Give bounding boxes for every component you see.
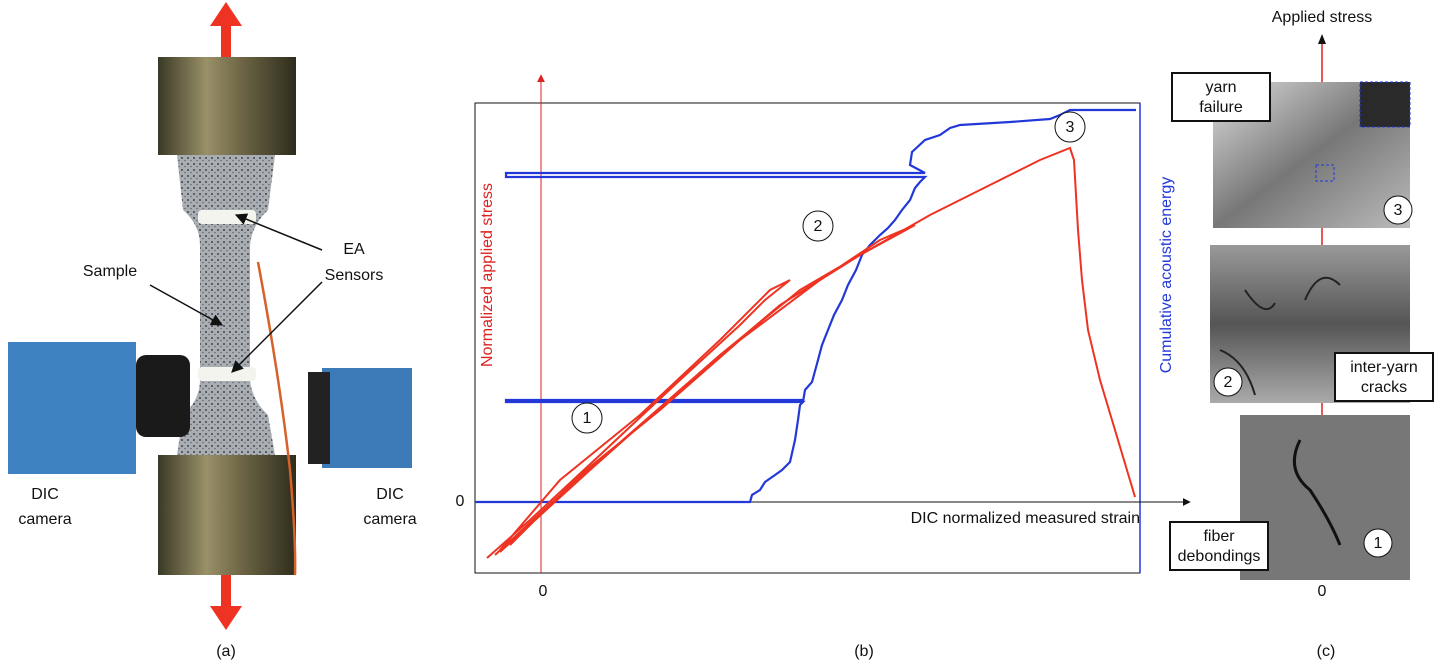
image-number: 2 — [1224, 374, 1233, 391]
axis-label: Applied stress — [1272, 9, 1373, 26]
label: EA — [343, 241, 365, 258]
y2-axis-label: Cumulative acoustic energy — [1158, 177, 1175, 374]
sensor — [198, 210, 256, 224]
marker — [571, 402, 603, 434]
camera — [8, 342, 136, 474]
camera — [322, 368, 412, 468]
label-box — [1334, 352, 1434, 402]
load-arrow — [210, 575, 242, 630]
caption: (a) — [216, 643, 236, 660]
label: Sample — [83, 263, 137, 280]
image-label: inter-yarn — [1350, 359, 1418, 376]
cable — [256, 261, 297, 576]
label: camera — [18, 511, 71, 528]
marker — [1054, 111, 1086, 143]
load-arrow — [210, 2, 242, 60]
camera-mount — [308, 372, 330, 464]
label-box — [1171, 72, 1271, 122]
stress-curve — [486, 146, 1136, 559]
camera-lens — [136, 355, 190, 437]
image-number: 1 — [1374, 535, 1383, 552]
panel-c: Applied stress yarn failure 3 inter-yarn… — [1169, 9, 1434, 660]
image-number: 3 — [1394, 202, 1403, 219]
label: DIC — [31, 486, 59, 503]
y-axis-label: Normalized applied stress — [479, 183, 496, 367]
panel-a: Sample EA Sensors DIC camera DIC camera … — [8, 2, 417, 660]
x-axis-label: DIC normalized measured strain — [911, 510, 1140, 527]
energy-curve — [475, 108, 1136, 504]
marker-label: 3 — [1066, 119, 1075, 136]
label-box — [1169, 521, 1269, 571]
caption: (b) — [854, 643, 874, 660]
label: Sensors — [325, 267, 384, 284]
label: DIC — [376, 486, 404, 503]
panel-b: 0 0 DIC normalized measured strain Norma… — [456, 74, 1191, 660]
caption: (c) — [1317, 643, 1336, 660]
image-label: debondings — [1178, 548, 1261, 565]
grip — [158, 57, 296, 155]
tick-label: 0 — [456, 493, 465, 510]
label: camera — [363, 511, 416, 528]
grip — [158, 455, 296, 575]
image-label: failure — [1199, 99, 1243, 116]
marker-label: 2 — [814, 218, 823, 235]
marker — [802, 210, 834, 242]
tick-label: 0 — [539, 583, 548, 600]
image-label: cracks — [1361, 379, 1407, 396]
tick-label: 0 — [1318, 583, 1327, 600]
marker-label: 1 — [583, 410, 592, 427]
sensor — [198, 367, 256, 381]
specimen — [177, 155, 275, 455]
image-label: yarn — [1205, 79, 1236, 96]
image-label: fiber — [1203, 528, 1235, 545]
sem-zoom — [1359, 81, 1411, 128]
